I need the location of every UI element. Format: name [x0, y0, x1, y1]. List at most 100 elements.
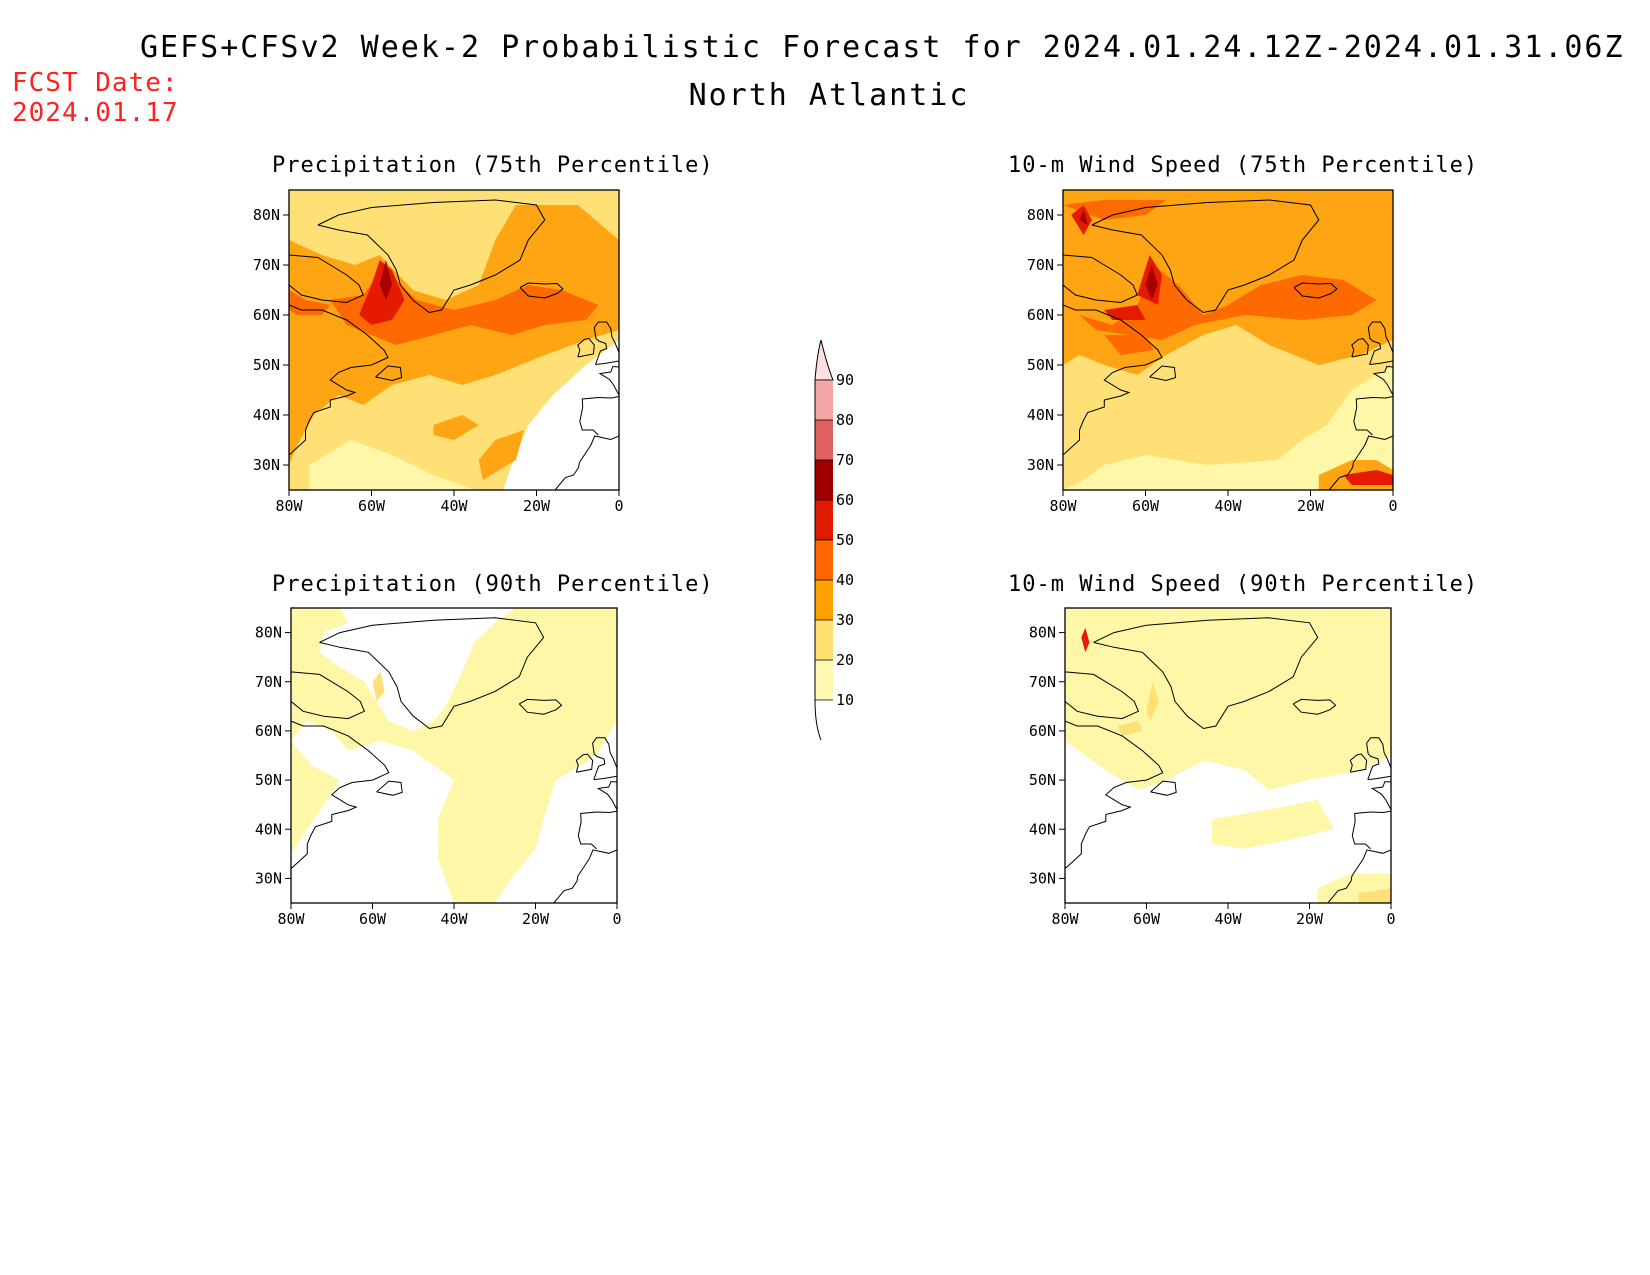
- precip-75-coast-greenland: [317, 199, 546, 314]
- wind-75-lat-label: 70N: [1027, 256, 1054, 274]
- wind-90-lon-label: 60W: [1133, 910, 1161, 928]
- colorbar-label: 20: [836, 651, 854, 669]
- colorbar-segment: [815, 420, 833, 460]
- wind-75-prob-c40-area: [1104, 335, 1154, 355]
- precip-75-coast-baffin: [289, 254, 364, 304]
- precip-90-lon-label: 40W: [440, 910, 468, 928]
- wind-75-lat-label: 80N: [1027, 206, 1054, 224]
- main-title: GEFS+CFSv2 Week-2 Probabilistic Forecast…: [140, 30, 1625, 65]
- precip-75-lon-label: 80W: [275, 497, 303, 515]
- precip-90-lat-label: 30N: [255, 869, 282, 887]
- wind-90-coast-baffin: [1065, 671, 1140, 720]
- wind-75-map: 80N 70N 60N 50N 40N 30N 80W 60W 40W 20W 0: [1027, 189, 1398, 515]
- precip-90-coast-ireland: [575, 753, 594, 773]
- precip-75-lat-label: 30N: [253, 456, 280, 474]
- colorbar-top-cap: [814, 339, 834, 381]
- precip-90-prob-c10-area: [291, 608, 617, 903]
- wind-90-prob-c20-area: [1358, 888, 1391, 903]
- precip-90-coast-baffin: [291, 671, 366, 720]
- precip-75-coast-britain: [593, 321, 619, 365]
- wind-75-coast-greenland: [1091, 199, 1320, 314]
- wind-75-lat-label: 40N: [1027, 406, 1054, 424]
- precip-75-coast-iberia: [579, 396, 619, 436]
- precip-75-coast-africa: [554, 435, 619, 490]
- precip-75-lat-label: 50N: [253, 356, 280, 374]
- wind-75-prob-c60-area: [1145, 265, 1158, 300]
- wind-90-prob-c50-area: [1081, 627, 1090, 653]
- wind-75-lon-label: 20W: [1297, 497, 1325, 515]
- precip-75-lat-label: 40N: [253, 406, 280, 424]
- wind-90-lat-label: 60N: [1029, 722, 1056, 740]
- wind-90-lon-label: 80W: [1051, 910, 1079, 928]
- wind-75-lon-label: 60W: [1132, 497, 1160, 515]
- colorbar-segment: [815, 540, 833, 580]
- colorbar-segment: [815, 620, 833, 660]
- precip-90-lat-label: 40N: [255, 820, 282, 838]
- wind-75-coast-africa: [1328, 435, 1393, 490]
- colorbar-label: 70: [836, 451, 854, 469]
- precip-90-lon-label: 0: [612, 910, 621, 928]
- colorbar-segment: [815, 580, 833, 620]
- wind-90-lon-label: 0: [1386, 910, 1395, 928]
- precip-75-lon-label: 60W: [358, 497, 386, 515]
- precip-90-coast-britain: [592, 737, 617, 781]
- panel-title-wind-75: 10-m Wind Speed (75th Percentile): [1008, 153, 1479, 178]
- wind-90-prob-c10-area: [1211, 799, 1334, 849]
- precip-90-coast-france: [596, 781, 617, 810]
- wind-90-lat-label: 80N: [1029, 624, 1056, 642]
- wind-75-coast-iceland: [1293, 282, 1338, 299]
- precip-90-prob-c20-area: [372, 671, 385, 702]
- colorbar-segment: [815, 460, 833, 500]
- wind-90-coast-iceland: [1292, 698, 1337, 715]
- wind-75-coast-france: [1372, 365, 1393, 396]
- panel-title-precip-90: Precipitation (90th Percentile): [272, 572, 714, 597]
- wind-75-coast-labrador: [1063, 304, 1163, 456]
- precip-90-lon-label: 20W: [522, 910, 550, 928]
- region-subtitle: North Atlantic: [688, 78, 970, 113]
- precip-90-coast-iberia: [577, 810, 617, 850]
- precip-75-coast-labrador: [289, 304, 389, 456]
- wind-75-prob-c50-area: [1104, 305, 1146, 320]
- wind-90-map: 80N 70N 60N 50N 40N 30N 80W 60W 40W 20W 0: [1029, 607, 1396, 928]
- wind-90-prob-c20-area: [1146, 681, 1159, 722]
- precip-90-coast-greenland: [319, 617, 545, 730]
- colorbar-label: 60: [836, 491, 854, 509]
- colorbar-bottom-cap: [814, 699, 822, 741]
- wind-90-coast-britain: [1366, 737, 1391, 781]
- precip-75-coast-iceland: [519, 282, 564, 299]
- precip-90-coast-africa: [553, 849, 617, 903]
- wind-75-lat-label: 50N: [1027, 356, 1054, 374]
- probability-colorbar: 90 80 70 60 50 40 30 20 10: [814, 339, 854, 741]
- colorbar-label: 90: [836, 371, 854, 389]
- colorbar-label: 50: [836, 531, 854, 549]
- wind-75-lon-label: 0: [1388, 497, 1397, 515]
- panel-title-wind-90: 10-m Wind Speed (90th Percentile): [1008, 572, 1479, 597]
- precip-75-prob-c30-area: [433, 415, 479, 440]
- wind-75-lon-label: 40W: [1214, 497, 1242, 515]
- colorbar-label: 30: [836, 611, 854, 629]
- wind-90-lon-label: 40W: [1214, 910, 1242, 928]
- precip-75-map: 80N 70N 60N 50N 40N 30N 80W 60W 40W 20W 0: [253, 189, 624, 515]
- wind-90-lat-label: 70N: [1029, 673, 1056, 691]
- precip-90-prob-c10-area: [291, 740, 340, 903]
- wind-90-fields: [1065, 608, 1391, 903]
- wind-75-fields: [1063, 190, 1393, 490]
- precip-90-coast-newfoundland: [376, 780, 403, 796]
- colorbar-segment: [815, 660, 833, 700]
- panel-title-precip-75: Precipitation (75th Percentile): [272, 153, 714, 178]
- wind-75-prob-c50-area: [1343, 470, 1393, 485]
- wind-75-coast-ireland: [1351, 337, 1369, 358]
- precip-75-lat-label: 60N: [253, 306, 280, 324]
- precip-90-lat-label: 50N: [255, 771, 282, 789]
- colorbar-segment: [815, 380, 833, 420]
- precip-90-lat-label: 80N: [255, 624, 282, 642]
- wind-90-lon-label: 20W: [1296, 910, 1324, 928]
- wind-75-lat-label: 60N: [1027, 306, 1054, 324]
- wind-75-prob-c40-area: [1063, 200, 1167, 220]
- wind-90-coast-africa: [1327, 849, 1391, 903]
- precip-90-map: 80N 70N 60N 50N 40N 30N 80W 60W 40W 20W 0: [255, 607, 622, 928]
- colorbar-label: 40: [836, 571, 854, 589]
- precip-90-lon-label: 80W: [277, 910, 305, 928]
- precip-90-coast-labrador: [291, 720, 390, 869]
- wind-90-prob-c20-area: [1118, 721, 1143, 736]
